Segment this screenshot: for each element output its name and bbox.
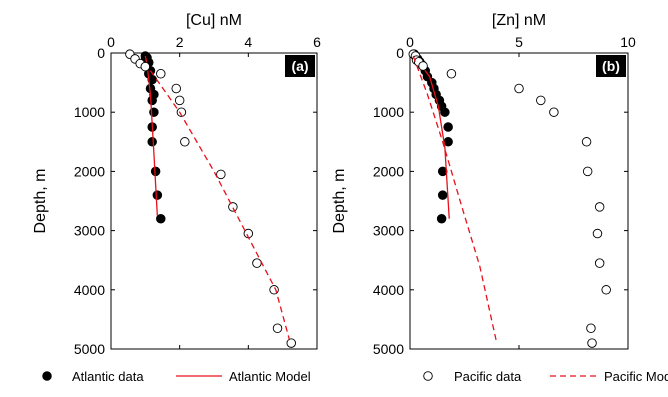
data-point [147, 95, 157, 106]
x-tick-label: 0 [406, 34, 414, 50]
y-tick-label: 4000 [74, 282, 105, 298]
y-axis-title: Depth, m [32, 169, 49, 234]
data-point [156, 68, 166, 79]
data-point [228, 202, 238, 212]
data-point [152, 190, 163, 200]
y-tick-label: 1000 [74, 104, 105, 120]
y-tick-label: 4000 [373, 282, 404, 298]
data-point [587, 338, 597, 348]
data-point [443, 122, 453, 132]
legend-item-atlantic-data: Atlantic data [42, 369, 144, 384]
x-tick-label: 2 [176, 34, 184, 50]
data-point [252, 258, 262, 268]
data-point [418, 61, 428, 71]
x-tick-label: 0 [107, 34, 115, 50]
data-point [272, 323, 283, 334]
x-tick-label: 4 [244, 34, 252, 50]
data-point [581, 137, 592, 147]
series-pacific-model [412, 55, 497, 341]
series-pacific-data [125, 49, 297, 348]
panel-tag: (a) [291, 58, 308, 74]
y-tick-label: 1000 [373, 104, 404, 120]
series-pacific-model [149, 70, 291, 341]
data-point [582, 166, 593, 177]
series-line [144, 55, 158, 216]
data-point [176, 107, 187, 117]
data-point [171, 83, 181, 94]
data-point [286, 338, 297, 348]
x-axis-title: [Cu] nM [186, 12, 242, 29]
chart-panel-1: 0 5 10 0 1000 2000 3000 4000 5000 [Zn] nM Depth, m… [331, 12, 636, 357]
legend-item-pacific-model: Pacific Model [550, 369, 668, 384]
data-point [147, 137, 157, 147]
y-axis-title: Depth, m [331, 169, 348, 234]
legend-marker [42, 371, 52, 381]
data-point [440, 107, 450, 117]
x-tick-label: 10 [620, 34, 636, 50]
data-point [156, 214, 166, 224]
chart-panel-0: 0 2 4 6 0 1000 2000 3000 4000 5000 [Cu] nM Depth, m… [32, 12, 321, 357]
x-tick-label: 5 [515, 34, 523, 50]
legend: Atlantic data Atlantic Model Pacific data P… [42, 369, 668, 384]
legend-item-pacific-data: Pacific data [423, 369, 522, 384]
data-point [549, 107, 559, 117]
panel-tag: (b) [602, 58, 620, 74]
data-point [601, 285, 611, 295]
data-point [216, 169, 226, 180]
data-point [536, 95, 546, 106]
y-tick-label: 2000 [74, 163, 105, 179]
series-line [412, 55, 497, 341]
y-tick-label: 2000 [373, 163, 404, 179]
legend-label: Pacific data [454, 369, 522, 384]
x-tick-label: 6 [313, 34, 321, 50]
y-tick-label: 0 [396, 45, 404, 61]
legend-label: Atlantic Model [229, 369, 311, 384]
y-tick-label: 5000 [74, 341, 105, 357]
data-point [594, 258, 605, 268]
data-point [437, 190, 448, 200]
y-tick-label: 0 [97, 45, 105, 61]
x-axis-title: [Zn] nM [492, 12, 546, 29]
data-point [437, 166, 448, 177]
panel-tag-box [285, 55, 315, 77]
legend-label: Atlantic data [72, 369, 144, 384]
series-atlantic-model [144, 55, 158, 216]
data-point [174, 95, 185, 106]
y-tick-label: 3000 [74, 223, 105, 239]
data-point [140, 61, 151, 72]
data-point [180, 137, 190, 147]
series-atlantic-data [409, 49, 453, 224]
data-point [592, 228, 603, 239]
plot-frame [110, 52, 318, 350]
data-point [594, 202, 605, 212]
data-point [514, 83, 524, 94]
y-tick-label: 5000 [373, 341, 404, 357]
data-point [443, 137, 453, 147]
legend-label: Pacific Model [604, 369, 668, 384]
legend-marker [423, 371, 433, 381]
legend-item-atlantic-model: Atlantic Model [176, 369, 311, 384]
data-point [436, 214, 447, 224]
data-point [446, 68, 457, 79]
y-tick-label: 3000 [373, 223, 404, 239]
panel-tag-box [596, 55, 626, 77]
data-point [586, 323, 596, 334]
series-line [149, 70, 291, 341]
